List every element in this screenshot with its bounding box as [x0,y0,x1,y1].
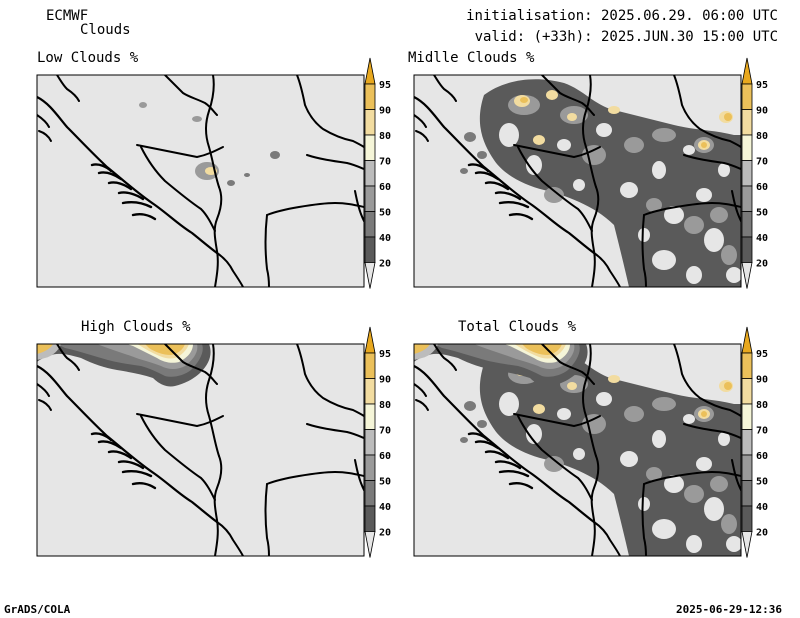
legend-arrow-bottom [364,262,376,289]
map-panel-middle [413,74,742,288]
legend-swatch [741,480,753,507]
footer-credit: GrADS/COLA [4,603,71,616]
legend-swatch [364,429,376,456]
legend-label: 80 [756,131,768,142]
legend-swatch [741,160,753,187]
legend-high: 20 40 50 60 70 80 90 95 [364,326,391,558]
legend-label: 20 [379,259,391,270]
product-name: Clouds [80,22,131,38]
panel-title-middle: Midlle Clouds % [408,50,535,66]
legend-swatch [364,83,376,110]
legend-label: 80 [379,400,391,411]
legend-swatch [741,185,753,212]
legend-label: 80 [756,400,768,411]
legend-swatch [364,236,376,263]
legend-label: 95 [379,80,391,91]
legend-total: 20 40 50 60 70 80 90 95 [741,326,768,558]
legend-swatch [364,352,376,379]
legend-swatch [741,429,753,456]
legend-swatch [741,505,753,532]
legend-label: 60 [756,182,768,193]
legend-label: 95 [756,349,768,360]
legend-swatch [364,160,376,187]
legend-label: 70 [379,157,391,168]
legend-label: 20 [756,259,768,270]
legend-label: 80 [379,131,391,142]
legend-label: 40 [756,502,768,513]
legend-label: 50 [756,208,768,219]
legend-swatch [741,109,753,136]
legend-label: 40 [379,233,391,244]
legend-swatch [741,83,753,110]
legend-label: 95 [756,80,768,91]
legend-label: 90 [756,106,768,117]
legend-arrow-bottom [741,531,753,558]
legend-label: 50 [756,477,768,488]
legend-arrow-top [364,57,376,85]
legend-swatch [741,378,753,405]
valid-time: valid: (+33h): 2025.JUN.30 15:00 UTC [474,29,778,45]
legend-arrow-bottom [741,262,753,289]
legend-arrow-bottom [364,531,376,558]
legend-label: 95 [379,349,391,360]
legend-swatch [364,109,376,136]
map-panel-high [36,343,365,557]
legend-middle: 20 40 50 60 70 80 90 95 [741,57,768,289]
legend-label: 60 [756,451,768,462]
legend-swatch [741,403,753,430]
map-panel-total [413,343,742,557]
legend-label: 50 [379,208,391,219]
legend-swatch [364,505,376,532]
legend-label: 90 [756,375,768,386]
legend-label: 40 [379,502,391,513]
legend-swatch [364,403,376,430]
legend-label: 60 [379,182,391,193]
legend-label: 90 [379,375,391,386]
legend-swatch [741,236,753,263]
legend-swatch [364,134,376,161]
legend-swatch [741,352,753,379]
map-panel-low [36,74,365,288]
legend-label: 70 [756,157,768,168]
legend-swatch [364,211,376,238]
legend-swatch [364,454,376,481]
legend-label: 40 [756,233,768,244]
legend-arrow-top [741,57,753,85]
panel-title-total: Total Clouds % [458,319,577,335]
legend-low: 20 40 50 60 70 80 90 95 [364,57,391,289]
legend-swatch [364,185,376,212]
legend-arrow-top [364,326,376,354]
legend-label: 90 [379,106,391,117]
legend-label: 60 [379,451,391,462]
panel-title-high: High Clouds % [81,319,191,335]
legend-swatch [741,211,753,238]
panel-title-low: Low Clouds % [37,50,139,66]
model-name: ECMWF [46,8,89,24]
legend-swatch [364,480,376,507]
legend-label: 20 [756,528,768,539]
legend-swatch [741,454,753,481]
legend-label: 50 [379,477,391,488]
legend-swatch [364,378,376,405]
legend-label: 70 [756,426,768,437]
legend-label: 20 [379,528,391,539]
initialisation-time: initialisation: 2025.06.29. 06:00 UTC [466,8,778,24]
legend-swatch [741,134,753,161]
legend-label: 70 [379,426,391,437]
footer-timestamp: 2025-06-29-12:36 [676,603,782,616]
legend-arrow-top [741,326,753,354]
